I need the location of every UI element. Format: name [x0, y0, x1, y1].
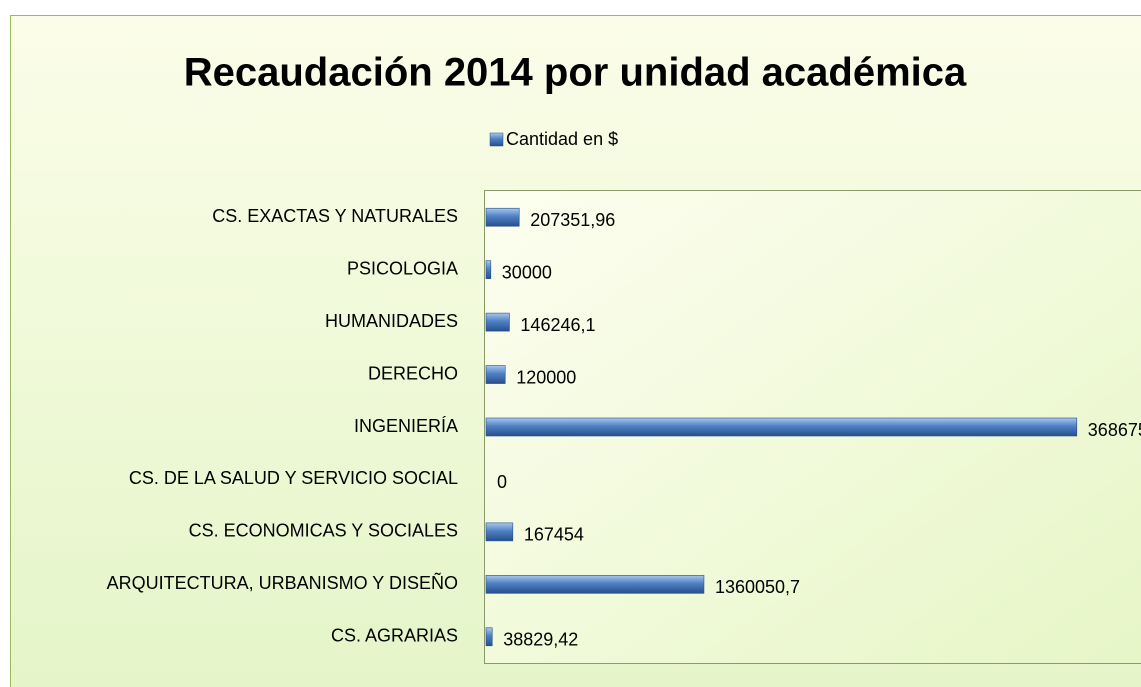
bar: [485, 575, 705, 594]
value-label: 1360050,7: [715, 577, 800, 597]
bar: [485, 312, 510, 332]
category-label: ARQUITECTURA, URBANISMO Y DISEÑO: [107, 572, 458, 593]
category-label: HUMANIDADES: [325, 311, 458, 331]
category-label: CS. ECONOMICAS Y SOCIALES: [189, 521, 458, 541]
bar: [485, 207, 520, 227]
value-label: 30000: [502, 262, 552, 282]
value-label: 38829,42: [503, 630, 578, 650]
value-label: 120000: [516, 367, 576, 387]
value-label: 167454: [524, 525, 584, 545]
bar: [485, 417, 1078, 437]
legend-label: Cantidad en $: [506, 129, 618, 149]
value-label: 207351,96: [530, 210, 615, 230]
bar: [485, 260, 492, 279]
bar: [485, 522, 514, 542]
category-label: PSICOLOGIA: [347, 258, 458, 278]
category-label: CS. EXACTAS Y NATURALES: [212, 206, 458, 226]
legend-swatch: [489, 132, 504, 147]
category-label: DERECHO: [368, 363, 458, 383]
value-label: 3686757,66: [1088, 420, 1141, 440]
category-label: CS. DE LA SALUD Y SERVICIO SOCIAL: [129, 468, 458, 488]
value-label: 0: [497, 472, 507, 492]
bar: [485, 365, 506, 384]
category-label: CS. AGRARIAS: [331, 626, 458, 646]
bar: [485, 627, 493, 647]
category-label: INGENIERÍA: [354, 416, 458, 436]
chart-title: Recaudación 2014 por unidad académica: [184, 51, 967, 95]
value-label: 146246,1: [520, 315, 595, 335]
